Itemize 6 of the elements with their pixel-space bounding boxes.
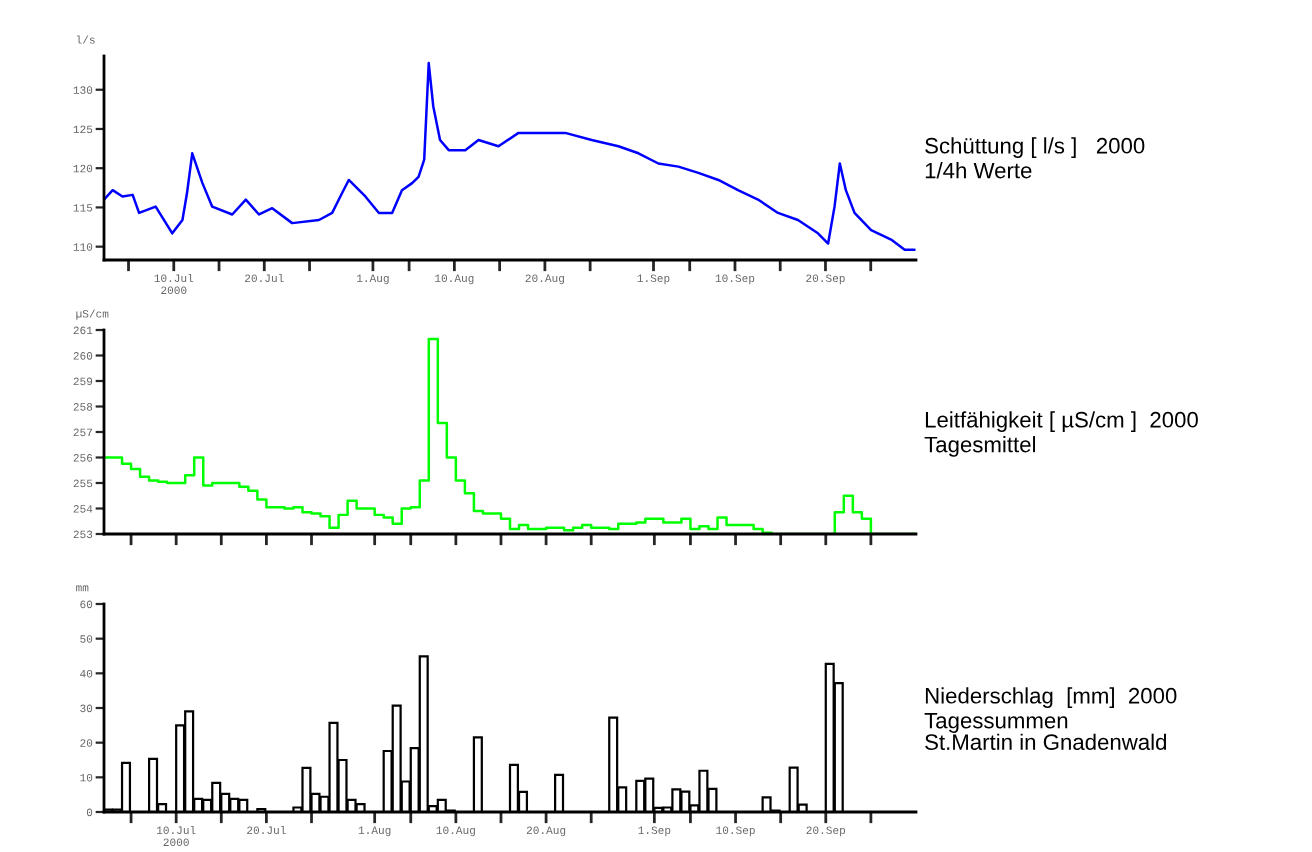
text: Tagesmittel — [924, 436, 1036, 457]
text: Leitfähigkeit [ µS/cm ] 2000 — [925, 411, 1198, 432]
text: Tagessummen St.Martin in Gnadenwald — [924, 712, 1167, 750]
text: 1/4h Werte — [925, 162, 1032, 179]
text: Niederschlag [mm] 2000 — [925, 687, 1177, 708]
text: Schüttung [ l/s ] 2000 — [925, 137, 1145, 158]
